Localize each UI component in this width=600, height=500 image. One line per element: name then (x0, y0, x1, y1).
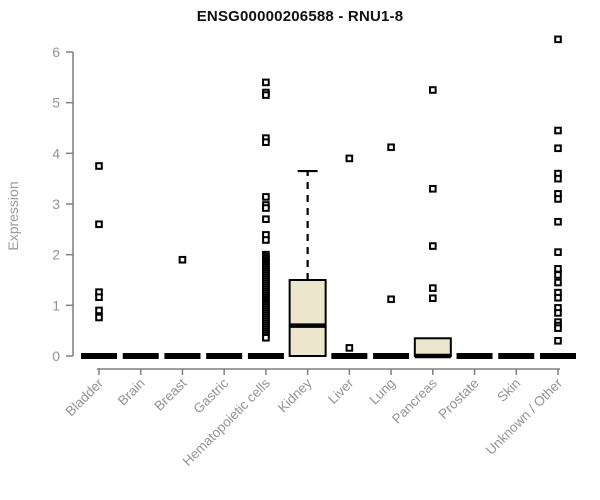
box-skin (498, 353, 535, 359)
box-liver (331, 353, 368, 359)
outlier-point-pancreas (429, 284, 437, 292)
outlier-point-lung (387, 143, 395, 152)
box-bladder (81, 353, 117, 359)
y-tick-label: 2 (52, 247, 60, 263)
outlier-point-pancreas (429, 294, 437, 303)
outlier-point-bladder (95, 313, 103, 322)
x-tick-label-brain: Brain (115, 376, 148, 409)
outlier-point-liver (345, 154, 354, 163)
x-tick-label-bladder: Bladder (63, 375, 107, 419)
outlier-point-unknown-other (554, 309, 562, 317)
y-tick-label: 0 (52, 348, 60, 364)
y-tick-label: 4 (52, 145, 60, 161)
outlier-point-unknown-other (554, 35, 562, 44)
x-tick-label-liver: Liver (325, 375, 357, 407)
y-tick-label: 1 (52, 297, 60, 313)
x-tick-label-breast: Breast (151, 375, 189, 413)
outlier-point-hematopoietic-cells (262, 236, 270, 244)
outlier-point-unknown-other (554, 271, 562, 279)
x-tick-label-skin: Skin (494, 376, 523, 405)
outlier-point-unknown-other (554, 293, 562, 302)
outlier-point-pancreas (429, 242, 437, 250)
outlier-point-hematopoietic-cells (262, 193, 270, 201)
x-tick-label-lung: Lung (366, 376, 398, 408)
outlier-point-unknown-other (554, 174, 562, 183)
box-brain (122, 353, 159, 359)
outlier-point-hematopoietic-cells (262, 333, 270, 342)
x-tick-label-prostate: Prostate (436, 376, 482, 422)
outlier-point-hematopoietic-cells (262, 78, 270, 87)
box-unknown-other (540, 353, 576, 359)
box-hematopoietic-cells (247, 353, 284, 359)
outlier-point-hematopoietic-cells (262, 204, 270, 212)
outlier-point-hematopoietic-cells (262, 138, 270, 146)
chart-title: ENSG00000206588 - RNU1-8 (196, 8, 404, 25)
outlier-point-unknown-other (554, 195, 562, 203)
x-tick-label-kidney: Kidney (275, 375, 315, 415)
outlier-point-unknown-other (554, 248, 562, 256)
box-breast (164, 353, 201, 359)
x-tick-label-gastric: Gastric (190, 375, 231, 416)
outlier-point-unknown-other (554, 144, 562, 153)
box-kidney (288, 279, 327, 357)
outlier-point-unknown-other (554, 265, 562, 273)
outlier-point-hematopoietic-cells (262, 91, 270, 99)
outlier-point-bladder (95, 306, 103, 315)
outlier-point-bladder (95, 220, 103, 229)
outlier-point-bladder (95, 162, 103, 170)
outlier-point-unknown-other (554, 278, 562, 287)
x-tick-label-pancreas: Pancreas (389, 375, 440, 426)
box-pancreas (413, 337, 452, 357)
x-tick-label-unknown-other: Unknown / Other (483, 375, 566, 458)
y-tick-label: 5 (52, 95, 60, 111)
outlier-point-unknown-other (554, 217, 562, 226)
box-prostate (456, 353, 493, 359)
outlier-point-bladder (95, 293, 103, 302)
box-gastric (206, 353, 243, 359)
outlier-point-unknown-other (554, 324, 562, 332)
y-tick-label: 6 (52, 44, 60, 60)
outlier-point-breast (178, 255, 187, 264)
box-lung (373, 353, 410, 359)
outlier-point-pancreas (429, 86, 437, 94)
outlier-point-lung (387, 295, 395, 304)
outlier-point-unknown-other (554, 126, 562, 135)
y-tick-label: 3 (52, 196, 60, 212)
outlier-point-unknown-other (554, 337, 562, 345)
outlier-point-liver (345, 344, 354, 352)
outlier-point-hematopoietic-cells (262, 215, 270, 223)
outlier-point-pancreas (429, 185, 437, 193)
